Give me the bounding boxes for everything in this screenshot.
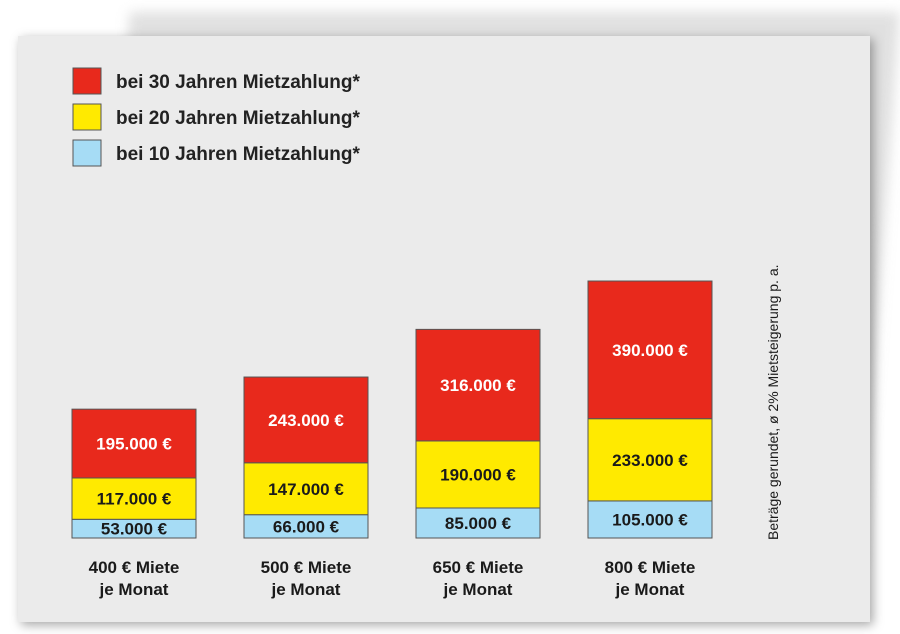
category-label-2-line-1: 500 € Miete <box>261 558 352 577</box>
legend-label-1: bei 30 Jahren Mietzahlung* <box>116 72 360 93</box>
footnote: Beträge gerundet, ø 2% Mietsteigerung p.… <box>765 265 781 541</box>
data-label-3-4: 390.000 € <box>612 341 688 360</box>
bar-segment-3-2 <box>243 376 369 464</box>
legend-swatch-1 <box>72 67 102 95</box>
bars: 53.000 € 117.000 € 195.000 € 66.000 € 147.00… <box>71 280 713 539</box>
bar-segment-2-4 <box>587 418 713 502</box>
legend: bei 30 Jahren Mietzahlung* bei 20 Jahren … <box>72 67 360 167</box>
category-label-1-line-2: je Monat <box>99 580 169 599</box>
legend-label-3: bei 10 Jahren Mietzahlung* <box>116 144 360 165</box>
category-labels: 400 € Miete je Monat 500 € Miete je Monat 65… <box>89 558 696 599</box>
data-label-2-4: 233.000 € <box>612 451 688 470</box>
data-label-1-3: 85.000 € <box>445 514 512 533</box>
bar-segment-2-1 <box>71 477 197 520</box>
category-label-3-line-2: je Monat <box>443 580 513 599</box>
data-label-1-4: 105.000 € <box>612 510 688 529</box>
category-label-1-line-1: 400 € Miete <box>89 558 180 577</box>
bar-segment-2-3 <box>415 440 541 509</box>
bar-segment-3-4 <box>587 280 713 420</box>
bar-segment-3-1 <box>71 408 197 479</box>
data-label-2-2: 147.000 € <box>268 480 344 499</box>
data-label-3-3: 316.000 € <box>440 376 516 395</box>
legend-swatch-2 <box>72 103 102 131</box>
data-label-1-2: 66.000 € <box>273 517 340 536</box>
bar-segment-2-2 <box>243 462 369 516</box>
category-label-3-line-1: 650 € Miete <box>433 558 524 577</box>
category-label-4-line-1: 800 € Miete <box>605 558 696 577</box>
legend-label-2: bei 20 Jahren Mietzahlung* <box>116 108 360 129</box>
bar-segment-1-4 <box>587 500 713 539</box>
bar-segment-3-3 <box>415 328 541 442</box>
data-label-1-1: 53.000 € <box>101 520 168 539</box>
category-label-4-line-2: je Monat <box>615 580 685 599</box>
data-label-2-3: 190.000 € <box>440 465 516 484</box>
category-label-2-line-2: je Monat <box>271 580 341 599</box>
data-label-2-1: 117.000 € <box>97 490 172 509</box>
data-label-3-2: 243.000 € <box>268 411 344 430</box>
legend-swatch-3 <box>72 139 102 167</box>
data-label-3-1: 195.000 € <box>96 435 172 454</box>
